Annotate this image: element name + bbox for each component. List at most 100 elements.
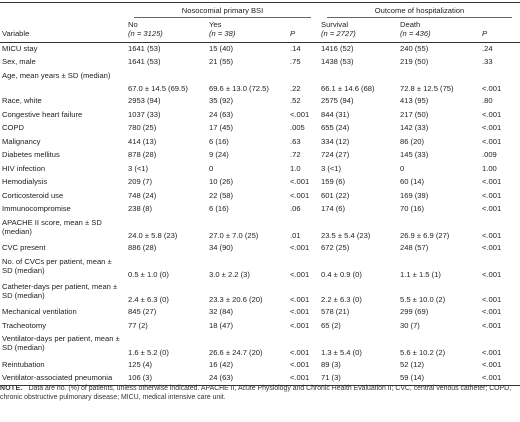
cell-yes-bsi: 9 (24) [209, 150, 229, 160]
cell-death: 5.5 ± 10.0 (2) [400, 295, 446, 305]
cell-survival: 2575 (94) [321, 96, 354, 106]
cell-death: 70 (16) [400, 204, 425, 214]
cell-p-bsi: .52 [290, 96, 301, 106]
group-header-outcome-label: Outcome of hospitalization [374, 6, 465, 15]
cell-survival: 174 (6) [321, 204, 346, 214]
cell-p-outcome: <.001 [482, 177, 502, 187]
cell-survival: 23.5 ± 5.4 (23) [321, 231, 371, 241]
cell-death: 72.8 ± 12.5 (75) [400, 84, 454, 94]
cell-p-bsi: <.001 [290, 295, 310, 305]
cell-death: 86 (20) [400, 136, 425, 146]
cell-p-bsi: .75 [290, 57, 301, 67]
cell-death: 26.9 ± 6.9 (27) [400, 231, 450, 241]
table-row: CVC present 886 (28) 34 (90) <.001 672 (25) 2… [0, 242, 520, 255]
cell-p-bsi: .005 [290, 123, 305, 133]
cell-no-bsi: 125 (4) [128, 359, 153, 369]
cell-survival: 1416 (52) [321, 43, 354, 53]
cell-no-bsi: 209 (7) [128, 177, 153, 187]
table-row: Tracheotomy 77 (2) 18 (47) <.001 65 (2) 30 (7… [0, 319, 520, 332]
column-header-no-label: No [128, 20, 138, 30]
cell-p-outcome: .24 [482, 43, 493, 53]
cell-survival: 3 (<1) [321, 163, 342, 173]
cell-p-bsi: <.001 [290, 177, 310, 187]
cell-p-outcome: <.001 [482, 269, 502, 279]
cell-yes-bsi: 26.6 ± 24.7 (20) [209, 347, 263, 357]
cell-p-bsi: <.001 [290, 347, 310, 357]
cell-p-outcome: <.001 [480, 371, 520, 387]
table-row: Corticosteroid use 748 (24) 22 (58) <.001 60… [0, 189, 520, 202]
cell-survival: 0.4 ± 0.9 (0) [321, 269, 362, 279]
cell-p-bsi: .63 [290, 136, 301, 146]
cell-p-outcome: <.001 [482, 320, 502, 330]
cell-survival: 655 (24) [321, 123, 350, 133]
cell-death: 1.1 ± 1.5 (1) [400, 269, 441, 279]
cell-p-outcome: <.001 [482, 347, 502, 357]
cell-death: 299 (69) [400, 307, 429, 317]
cell-p-bsi: <.001 [290, 307, 310, 317]
cell-survival: 724 (27) [321, 150, 350, 160]
cell-death: 142 (33) [400, 123, 429, 133]
cell-death: 52 (12) [400, 359, 425, 369]
cell-p-bsi: <.001 [290, 269, 310, 279]
table-body: MICU stay 1641 (53) 15 (40) .14 1416 (52) 240… [0, 42, 520, 387]
cell-no-bsi: 0.5 ± 1.0 (0) [128, 269, 169, 279]
cell-p-outcome: 1.00 [482, 163, 497, 173]
cell-no-bsi: 878 (28) [128, 150, 157, 160]
patient-characteristics-table: Nosocomial primary BSI Outcome of hospit… [0, 2, 520, 387]
cell-no-bsi: 67.0 ± 14.5 (69.5) [128, 84, 188, 94]
table-row: Immunocompromise 238 (8) 6 (16) .06 174 (6) 7… [0, 203, 520, 216]
cell-yes-bsi: 6 (16) [209, 136, 229, 146]
cell-p-bsi: <.001 [290, 359, 310, 369]
cell-survival: 334 (12) [321, 136, 350, 146]
cell-p-bsi: .22 [290, 84, 301, 94]
cell-yes-bsi: 6 (16) [209, 204, 229, 214]
cell-variable: Tracheotomy [2, 320, 47, 330]
table-row: Sex, male 1641 (53) 21 (55) .75 1438 (53) 219… [0, 56, 520, 69]
cell-no-bsi: 886 (28) [128, 243, 157, 253]
cell-variable: Sex, male [2, 57, 36, 67]
cell-variable: Congestive heart failure [2, 109, 83, 119]
cell-death: 30 (7) [400, 320, 420, 330]
cell-p-bsi: .14 [290, 43, 301, 53]
cell-variable: Catheter-days per patient, mean ± SD (me… [2, 281, 118, 301]
cell-p-bsi: .01 [290, 231, 301, 241]
cell-no-bsi: 238 (8) [128, 204, 153, 214]
cell-death: 169 (39) [400, 190, 429, 200]
cell-p-outcome: <.001 [482, 307, 502, 317]
cell-no-bsi: 1.6 ± 5.2 (0) [128, 347, 169, 357]
table-row: Age, mean years ± SD (median) 67.0 ± 14.5… [0, 70, 520, 95]
cell-variable: CVC present [2, 243, 46, 253]
cell-no-bsi: 3 (<1) [128, 163, 149, 173]
column-header-yes: Yes (n = 38) [207, 20, 288, 43]
cell-death: 60 (14) [400, 177, 425, 187]
column-header-survival: Survival (n = 2727) [319, 20, 398, 43]
cell-variable: Immunocompromise [2, 204, 71, 214]
cell-death: 240 (55) [400, 43, 429, 53]
cell-yes-bsi: 35 (92) [209, 96, 234, 106]
cell-survival: 89 (3) [321, 359, 341, 369]
cell-p-outcome: <.001 [482, 231, 502, 241]
table-row: HIV infection 3 (<1) 0 1.0 3 (<1) 0 1.00 [0, 162, 520, 175]
group-header-bsi: Nosocomial primary BSI [126, 2, 319, 21]
cell-survival: 71 (3) [319, 371, 398, 387]
cell-p-bsi: <.001 [290, 243, 310, 253]
cell-no-bsi: 106 (3) [126, 371, 207, 387]
cell-no-bsi: 845 (27) [128, 307, 157, 317]
cell-variable: APACHE II score, mean ± SD (median) [2, 217, 102, 236]
cell-variable: Mechanical ventilation [2, 307, 77, 317]
cell-variable: HIV infection [2, 163, 46, 173]
cell-yes-bsi: 0 [209, 163, 214, 173]
cell-p-bsi: <.001 [288, 371, 319, 387]
cell-p-bsi: .06 [290, 204, 301, 214]
cell-p-outcome: <.001 [482, 136, 502, 146]
column-header-p-outcome: P [480, 20, 520, 43]
table-row: Congestive heart failure 1037 (33) 24 (63)… [0, 108, 520, 121]
table-row: No. of CVCs per patient, mean ± SD (medi… [0, 255, 520, 280]
cell-yes-bsi: 34 (90) [209, 243, 234, 253]
cell-survival: 844 (31) [321, 109, 350, 119]
column-header-variable: Variable [0, 20, 126, 43]
cell-variable: Age, mean years ± SD (median) [2, 70, 111, 80]
cell-yes-bsi: 69.6 ± 13.0 (72.5) [209, 84, 269, 94]
column-header-survival-label: Survival [321, 20, 349, 30]
cell-yes-bsi: 24 (63) [209, 109, 234, 119]
